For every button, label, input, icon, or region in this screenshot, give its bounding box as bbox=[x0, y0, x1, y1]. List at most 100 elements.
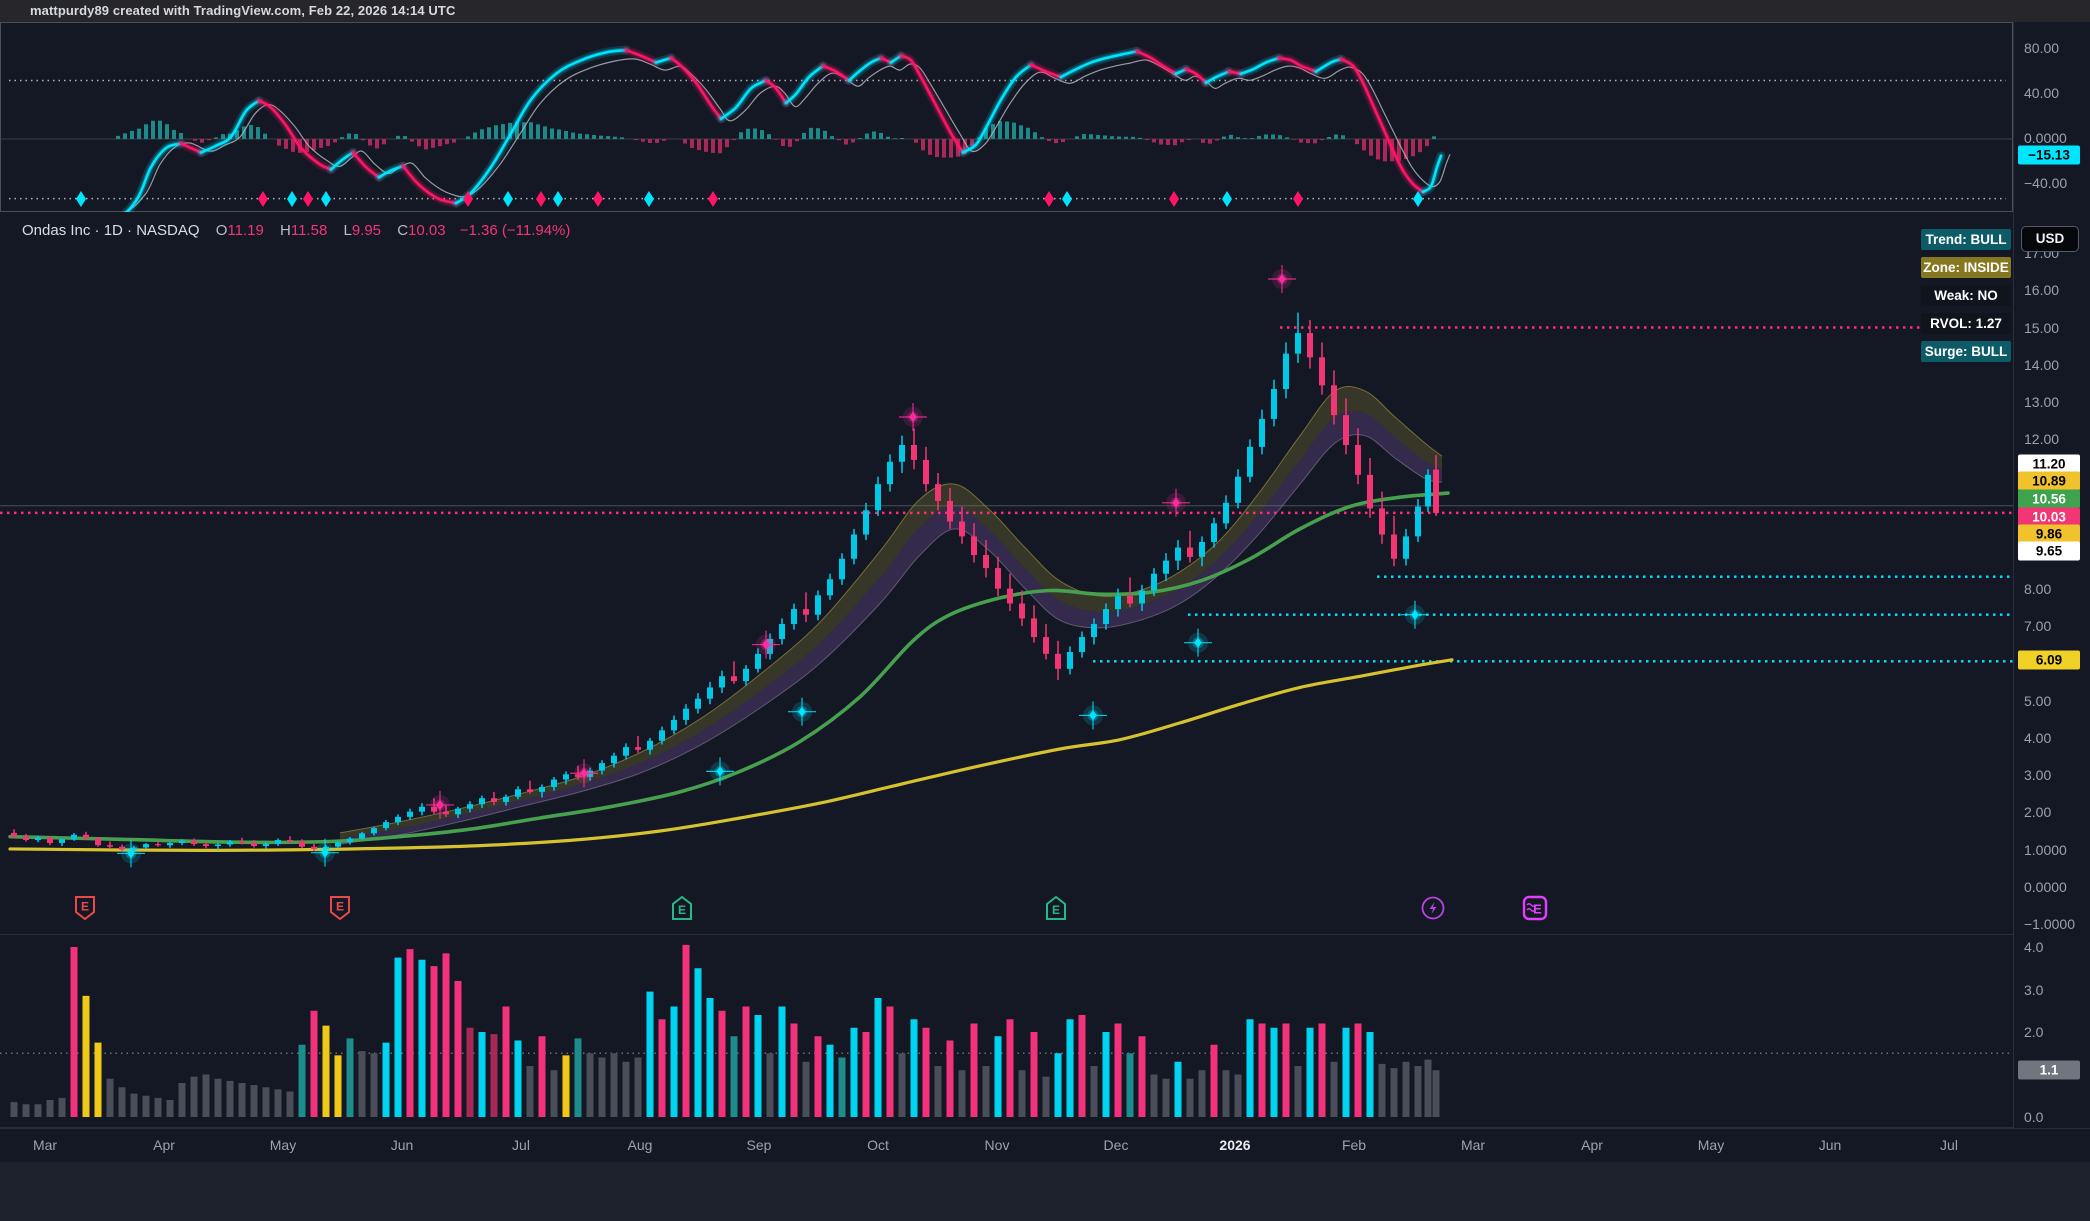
candle bbox=[1211, 523, 1217, 542]
histogram-bar bbox=[445, 139, 449, 145]
histogram-bar bbox=[473, 132, 477, 139]
volume-bar bbox=[238, 1083, 246, 1117]
sparkle-marker bbox=[436, 799, 444, 810]
histogram-bar bbox=[1299, 139, 1303, 143]
volume-bar bbox=[982, 1066, 990, 1117]
candle bbox=[815, 595, 821, 615]
volume-bar bbox=[550, 1070, 558, 1117]
footer-bar: TradingView bbox=[0, 1162, 2090, 1221]
candle bbox=[311, 846, 317, 849]
histogram-bar bbox=[1271, 134, 1275, 139]
volume-bar bbox=[70, 947, 78, 1117]
currency-toggle-button[interactable]: USD bbox=[2021, 226, 2079, 252]
candle bbox=[899, 444, 905, 462]
oscillator-wave-line bbox=[377, 164, 405, 179]
histogram-bar bbox=[718, 139, 722, 154]
histogram-bar bbox=[1355, 139, 1359, 145]
histogram-bar bbox=[200, 139, 204, 143]
histogram-bar bbox=[1292, 139, 1296, 140]
svg-text:E: E bbox=[1533, 902, 1542, 917]
histogram-bar bbox=[1341, 135, 1345, 139]
candle bbox=[239, 841, 245, 843]
candle bbox=[275, 840, 281, 844]
volume-bar bbox=[430, 966, 438, 1117]
svg-text:E: E bbox=[81, 900, 89, 914]
status-badge: Zone: INSIDE bbox=[1921, 257, 2011, 278]
volume-bar bbox=[922, 1027, 930, 1117]
histogram-bar bbox=[1320, 139, 1324, 141]
time-axis-month-label: May bbox=[269, 1137, 297, 1153]
candle bbox=[851, 534, 857, 559]
candle bbox=[227, 841, 233, 845]
symbol-legend[interactable]: Ondas Inc · 1D · NASDAQ O11.19 H11.58 L9… bbox=[22, 222, 570, 239]
histogram-bar bbox=[1313, 139, 1317, 144]
time-axis-month-label: Apr bbox=[1581, 1137, 1603, 1153]
volume-bar bbox=[1126, 1053, 1134, 1117]
volume-bar bbox=[634, 1057, 642, 1117]
candle bbox=[1007, 588, 1013, 604]
histogram-bar bbox=[760, 130, 764, 139]
candle bbox=[623, 747, 629, 756]
histogram-bar bbox=[1061, 139, 1065, 143]
oscillator-wave-line bbox=[961, 63, 1033, 154]
candle bbox=[95, 838, 101, 846]
candle bbox=[443, 811, 449, 815]
histogram-bar bbox=[263, 133, 267, 139]
signal-diamond-marker bbox=[1062, 191, 1072, 207]
volume-pane[interactable] bbox=[0, 935, 2013, 1128]
histogram-bar bbox=[1110, 136, 1114, 139]
oscillator-wave-line bbox=[879, 56, 893, 64]
volume-canvas[interactable] bbox=[0, 935, 2013, 1128]
volume-bar bbox=[226, 1080, 234, 1117]
histogram-bar bbox=[599, 135, 603, 139]
volume-bar bbox=[298, 1044, 306, 1117]
time-axis-month-label: May bbox=[1697, 1137, 1725, 1153]
histogram-bar bbox=[1397, 139, 1401, 161]
candle bbox=[1067, 652, 1073, 669]
candle bbox=[59, 839, 65, 843]
oscillator-wave-line bbox=[669, 56, 723, 121]
histogram-bar bbox=[998, 121, 1002, 139]
histogram-bar bbox=[340, 137, 344, 139]
candle bbox=[635, 747, 641, 750]
candle bbox=[383, 822, 389, 829]
oscillator-wave-line bbox=[624, 48, 658, 64]
price-scale-label: 4.00 bbox=[2024, 729, 2052, 746]
signal-diamond-marker bbox=[1222, 191, 1232, 207]
oscillator-pane[interactable] bbox=[0, 22, 2014, 213]
histogram-bar bbox=[333, 139, 337, 143]
ribbon-edge bbox=[339, 386, 1443, 834]
volume-bar bbox=[166, 1100, 174, 1117]
candle bbox=[719, 676, 725, 688]
candle bbox=[959, 521, 965, 537]
histogram-bar bbox=[1404, 139, 1408, 160]
histogram-bar bbox=[914, 139, 918, 143]
price-scale-label: 15.00 bbox=[2024, 319, 2060, 336]
histogram-bar bbox=[1264, 134, 1268, 139]
earnings-icon: E bbox=[1046, 895, 1066, 920]
sparkle-marker bbox=[716, 766, 724, 777]
sparkle-marker bbox=[762, 639, 770, 650]
candle bbox=[1151, 573, 1157, 591]
histogram-bar bbox=[508, 122, 512, 139]
volume-bar bbox=[886, 1006, 894, 1117]
volume-bar bbox=[1414, 1066, 1422, 1117]
candle bbox=[1319, 357, 1325, 386]
price-scale-label: 14.00 bbox=[2024, 356, 2060, 373]
price-scale[interactable]: 80.00 40.00 0.0000 −40.00 −15.13 17.00 16.00 15… bbox=[2013, 22, 2090, 1162]
candle bbox=[371, 828, 377, 834]
histogram-bar bbox=[375, 139, 379, 149]
sparkle-marker bbox=[127, 848, 135, 859]
price-scale-label: 16.00 bbox=[2024, 282, 2060, 299]
candle bbox=[611, 755, 617, 764]
oscillator-canvas[interactable] bbox=[1, 23, 2014, 213]
histogram-bar bbox=[242, 126, 246, 139]
histogram-bar bbox=[795, 139, 799, 142]
volume-bar bbox=[454, 981, 462, 1117]
oscillator-wave-line bbox=[1184, 68, 1208, 85]
time-axis[interactable]: Mar Apr May Jun Jul Aug Sep Oct Nov Dec 2026 Feb Mar… bbox=[0, 1128, 2090, 1163]
signal-diamond-marker bbox=[553, 191, 563, 207]
oscillator-wave-line bbox=[1227, 70, 1243, 75]
